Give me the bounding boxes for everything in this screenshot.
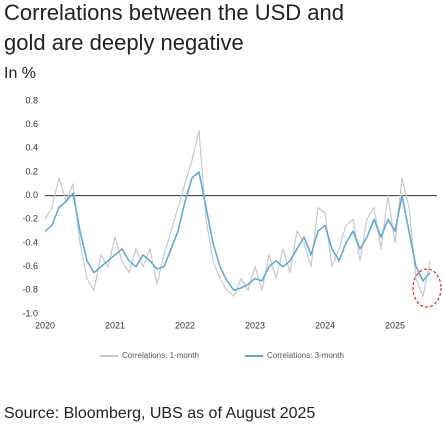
x-tick-label: 2020 xyxy=(35,320,55,330)
x-tick-label: 2025 xyxy=(385,320,405,330)
legend-label: Correlations: 1-month xyxy=(122,351,199,360)
source-note: Source: Bloomberg, UBS as of August 2025 xyxy=(4,405,315,422)
series-line xyxy=(44,171,431,292)
x-tick-label: 2024 xyxy=(315,320,335,330)
chart-title: Correlations between the USD and xyxy=(4,0,344,25)
chart-title: gold are deeply negative xyxy=(4,30,244,55)
series-line xyxy=(44,130,431,297)
y-tick-label: -0.2 xyxy=(22,214,38,224)
y-tick-label: -0.8 xyxy=(22,285,38,295)
x-tick-label: 2021 xyxy=(105,320,125,330)
y-tick-label: -0.6 xyxy=(22,261,38,271)
y-tick-label: -0.4 xyxy=(22,237,38,247)
x-tick-label: 2023 xyxy=(245,320,265,330)
y-tick-label: 0.2 xyxy=(25,166,38,176)
y-tick-label: 0.6 xyxy=(25,119,38,129)
y-tick-label: 0.4 xyxy=(25,143,38,153)
legend-label: Correlations: 3-month xyxy=(267,351,344,360)
highlight-circle xyxy=(412,268,442,308)
y-tick-label: 0.8 xyxy=(25,95,38,105)
y-tick-label: 0.0 xyxy=(25,190,38,200)
y-tick-label: -1.0 xyxy=(22,308,38,318)
x-tick-label: 2022 xyxy=(175,320,195,330)
chart-subtitle: In % xyxy=(4,65,36,82)
